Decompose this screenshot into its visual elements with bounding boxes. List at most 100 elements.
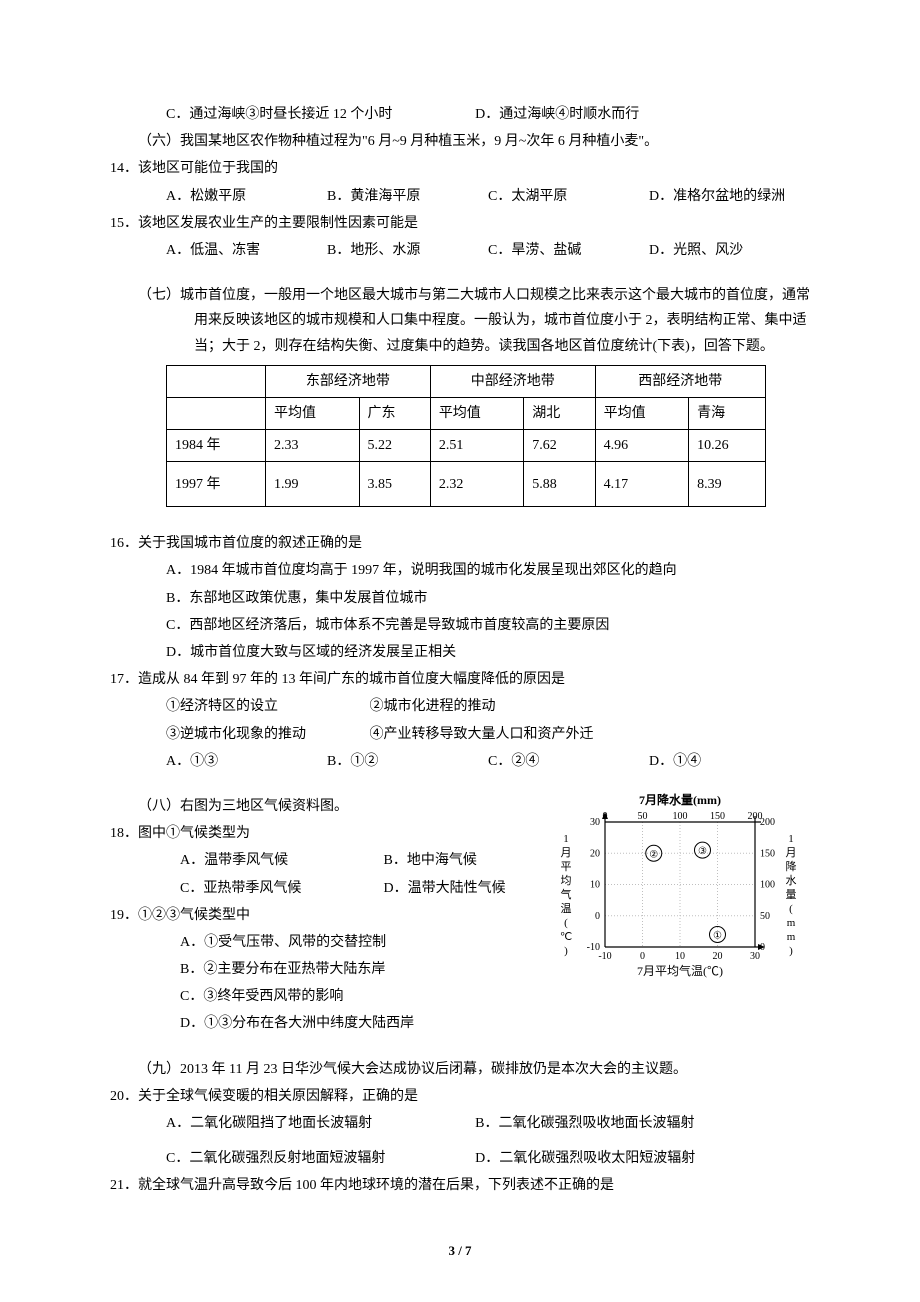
climate-chart: 7月降水量(mm)050100150200-100102030-10010203…	[550, 792, 800, 992]
q18-row2: C．亚热带季风气候 D．温带大陆性气候	[110, 876, 542, 901]
svg-text:10: 10	[675, 951, 685, 962]
svg-text:20: 20	[713, 951, 723, 962]
svg-text:-10: -10	[587, 942, 600, 953]
svg-text:水: 水	[786, 874, 797, 887]
q20-d: D．二氧化碳强烈吸收太阳短波辐射	[475, 1146, 784, 1171]
q17-line1: ①经济特区的设立 ②城市化进程的推动	[110, 694, 810, 719]
svg-text:(: (	[564, 917, 568, 929]
q14-a: A．松嫩平原	[166, 184, 327, 209]
q17-d: D．①④	[649, 749, 810, 774]
q19-stem: 19．①②③气候类型中	[110, 903, 542, 928]
q16-b: B．东部地区政策优惠，集中发展首位城市	[110, 586, 810, 611]
q20-a: A．二氧化碳阻挡了地面长波辐射	[166, 1111, 475, 1136]
svg-text:温: 温	[561, 902, 572, 915]
q16-c: C．西部地区经济落后，城市体系不完善是导致城市首度较高的主要原因	[110, 613, 810, 638]
table-header-top: 东部经济地带 中部经济地带 西部经济地带	[167, 365, 766, 397]
q19-d: D．①③分布在各大洲中纬度大陆西岸	[110, 1011, 542, 1036]
svg-text:10: 10	[590, 879, 600, 890]
svg-text:②: ②	[649, 849, 658, 860]
svg-text:1: 1	[563, 833, 569, 845]
svg-text:20: 20	[590, 848, 600, 859]
q16-d: D．城市首位度大致与区域的经济发展呈正相关	[110, 640, 810, 665]
cell: 1984 年	[167, 430, 266, 462]
svg-text:30: 30	[750, 951, 760, 962]
svg-text:①: ①	[713, 930, 722, 941]
cell: 2.33	[266, 430, 359, 462]
svg-text:量: 量	[786, 888, 797, 901]
svg-text:降: 降	[786, 859, 797, 873]
cell: 1.99	[266, 462, 359, 507]
q14-d: D．准格尔盆地的绿洲	[649, 184, 810, 209]
th-blank	[167, 365, 266, 397]
page-footer: 3 / 7	[110, 1239, 810, 1262]
th-central: 中部经济地带	[430, 365, 595, 397]
primacy-table: 东部经济地带 中部经济地带 西部经济地带 平均值 广东 平均值 湖北 平均值 青…	[166, 365, 766, 508]
q19-c: C．③终年受西风带的影响	[110, 984, 542, 1009]
svg-text:m: m	[787, 917, 796, 929]
cell: 8.39	[689, 462, 766, 507]
svg-text:50: 50	[760, 911, 770, 922]
chart-svg: 7月降水量(mm)050100150200-100102030-10010203…	[550, 792, 800, 992]
q18-b: B．地中海气候	[384, 853, 477, 868]
section-8-intro: （八）右图为三地区气候资料图。	[110, 794, 542, 819]
svg-text:30: 30	[590, 817, 600, 828]
svg-text:-10: -10	[598, 951, 611, 962]
svg-text:): )	[564, 945, 568, 957]
q13-c: C．通过海峡③时昼长接近 12 个小时	[166, 102, 475, 127]
svg-text:50: 50	[638, 811, 648, 822]
q13-options-cd: C．通过海峡③时昼长接近 12 个小时 D．通过海峡④时顺水而行	[110, 102, 810, 127]
th-sub-2: 广东	[359, 397, 430, 429]
cell: 4.96	[595, 430, 688, 462]
table-row: 1984 年 2.33 5.22 2.51 7.62 4.96 10.26	[167, 430, 766, 462]
svg-text:150: 150	[760, 848, 775, 859]
th-sub-0	[167, 397, 266, 429]
svg-text:150: 150	[710, 811, 725, 822]
th-sub-1: 平均值	[266, 397, 359, 429]
svg-text:平: 平	[561, 861, 572, 873]
th-sub-4: 湖北	[524, 397, 595, 429]
q16-a: A．1984 年城市首位度均高于 1997 年，说明我国的城市化发展呈现出郊区化…	[110, 558, 810, 583]
q20-c: C．二氧化碳强烈反射地面短波辐射	[166, 1146, 475, 1171]
q18-c: C．亚热带季风气候	[180, 876, 380, 901]
th-sub-6: 青海	[689, 397, 766, 429]
svg-text:1: 1	[788, 833, 794, 845]
svg-text:月: 月	[786, 847, 797, 859]
q18-stem: 18．图中①气候类型为	[110, 821, 542, 846]
q19-b: B．②主要分布在亚热带大陆东岸	[110, 957, 542, 982]
q18-row1: A．温带季风气候 B．地中海气候	[110, 848, 542, 873]
q17-line2: ③逆城市化现象的推动 ④产业转移导致大量人口和资产外迁	[110, 722, 810, 747]
svg-text:气: 气	[561, 887, 572, 901]
q19-a: A．①受气压带、风带的交替控制	[110, 930, 542, 955]
svg-text:(: (	[789, 903, 793, 915]
svg-text:℃: ℃	[560, 931, 572, 943]
q17-options: A．①③ B．①② C．②④ D．①④	[110, 749, 810, 774]
section-6-intro: （六）我国某地区农作物种植过程为"6 月~9 月种植玉米，9 月~次年 6 月种…	[110, 129, 810, 154]
q17-stem: 17．造成从 84 年到 97 年的 13 年间广东的城市首位度大幅度降低的原因…	[110, 667, 810, 692]
svg-text:均: 均	[561, 874, 572, 887]
q15-stem: 15．该地区发展农业生产的主要限制性因素可能是	[110, 211, 810, 236]
svg-text:7月降水量(mm): 7月降水量(mm)	[639, 792, 721, 807]
svg-text:0: 0	[640, 951, 645, 962]
q15-b: B．地形、水源	[327, 238, 488, 263]
q17-l2b: ④产业转移导致大量人口和资产外迁	[370, 727, 594, 742]
q20-row2: C．二氧化碳强烈反射地面短波辐射 D．二氧化碳强烈吸收太阳短波辐射	[110, 1146, 810, 1171]
table-row: 1997 年 1.99 3.85 2.32 5.88 4.17 8.39	[167, 462, 766, 507]
cell: 1997 年	[167, 462, 266, 507]
q14-stem: 14．该地区可能位于我国的	[110, 156, 810, 181]
q20-stem: 20．关于全球气候变暖的相关原因解释，正确的是	[110, 1084, 810, 1109]
cell: 4.17	[595, 462, 688, 507]
svg-text:7月平均气温(℃): 7月平均气温(℃)	[637, 963, 723, 978]
svg-text:0: 0	[760, 942, 765, 953]
svg-text:0: 0	[603, 811, 608, 822]
q14-c: C．太湖平原	[488, 184, 649, 209]
svg-text:): )	[789, 945, 793, 957]
section-9-intro: （九）2013 年 11 月 23 日华沙气候大会达成协议后闭幕，碳排放仍是本次…	[110, 1057, 810, 1082]
q17-a: A．①③	[166, 749, 327, 774]
th-sub-3: 平均值	[430, 397, 523, 429]
cell: 5.88	[524, 462, 595, 507]
table-header-sub: 平均值 广东 平均值 湖北 平均值 青海	[167, 397, 766, 429]
q15-c: C．旱涝、盐碱	[488, 238, 649, 263]
th-sub-5: 平均值	[595, 397, 688, 429]
cell: 5.22	[359, 430, 430, 462]
cell: 2.32	[430, 462, 523, 507]
